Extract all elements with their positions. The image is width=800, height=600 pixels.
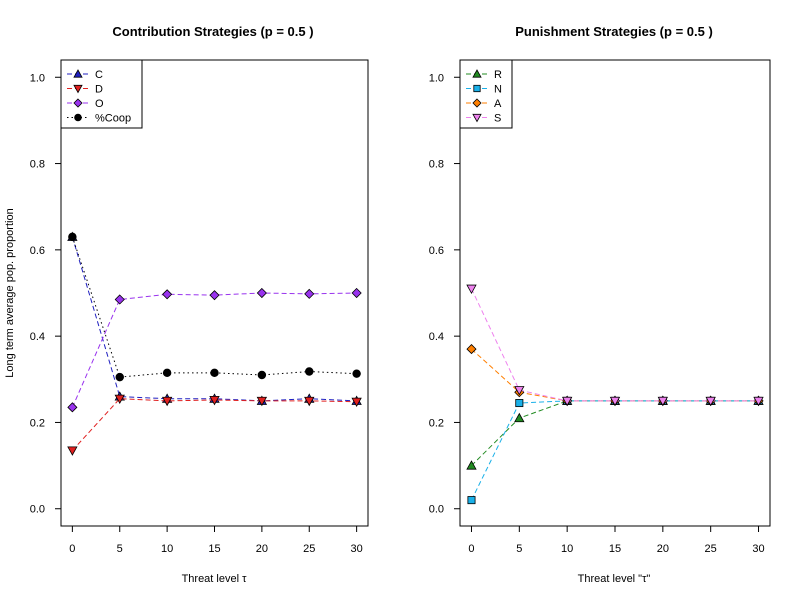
series-group (67, 231, 362, 456)
series-line-o (71, 292, 357, 408)
x-tick-label: 30 (351, 543, 363, 555)
data-point-pctcoop (162, 368, 172, 378)
data-point-o (162, 289, 173, 300)
data-point-pctcoop (68, 232, 77, 242)
series-line-pctcoop (71, 236, 357, 378)
legend-marker (73, 98, 83, 108)
x-tick-label: 5 (516, 543, 522, 555)
data-point-pctcoop (115, 372, 124, 382)
y-tick-label: 0.4 (429, 331, 444, 343)
legend-marker (472, 98, 482, 108)
x-tick-label: 25 (705, 543, 717, 555)
legend-marker (473, 84, 481, 93)
y-tick-label: 0.8 (429, 159, 444, 171)
x-tick-label: 15 (208, 543, 220, 555)
data-point-d (351, 397, 362, 408)
data-point-o (114, 294, 125, 305)
y-tick-label: 0.0 (30, 504, 45, 516)
legend-label: S (494, 113, 501, 125)
data-point-n (515, 399, 524, 408)
y-tick-label: 0.0 (429, 504, 444, 516)
data-point-r (466, 460, 477, 470)
legend-label: D (95, 84, 103, 96)
y-tick-label: 0.2 (30, 417, 45, 429)
y-axis-label: Long term average pop. proportion (4, 208, 16, 377)
legend-marker (74, 113, 82, 122)
data-point-pctcoop (210, 368, 219, 378)
series-line-r (471, 400, 759, 466)
chart-title: Contribution Strategies (p = 0.5 ) (112, 24, 313, 39)
x-axis-label: Threat level "τ" (578, 573, 651, 585)
x-tick-label: 10 (161, 543, 173, 555)
y-tick-label: 1.0 (30, 72, 45, 84)
x-tick-label: 20 (256, 543, 268, 555)
y-tick-label: 0.4 (30, 331, 45, 343)
y-tick-label: 0.6 (429, 245, 444, 257)
data-point-pctcoop (257, 370, 267, 380)
x-tick-label: 20 (657, 543, 669, 555)
data-point-o (304, 288, 315, 299)
data-point-pctcoop (352, 369, 361, 378)
x-tick-label: 25 (303, 543, 315, 555)
series-group (466, 284, 764, 505)
legend-marker (472, 69, 482, 78)
data-point-s (466, 284, 477, 295)
legend-marker (73, 69, 83, 78)
data-point-s (514, 386, 525, 396)
plot-frame (459, 59, 771, 527)
legend-marker (472, 113, 482, 123)
legend-label: A (494, 98, 502, 110)
legend-label: C (95, 69, 103, 81)
data-point-o (256, 287, 267, 299)
series-line-n (471, 400, 759, 501)
data-point-s (609, 396, 621, 407)
data-point-s (753, 396, 764, 407)
legend-label: O (95, 98, 104, 110)
data-point-o (67, 402, 78, 413)
data-point-r (514, 412, 525, 423)
data-point-pctcoop (305, 367, 314, 376)
data-point-d (114, 394, 125, 405)
x-tick-label: 10 (561, 543, 573, 555)
punishment-panel: Punishment Strategies (p = 0.5 ) Threat … (429, 24, 771, 585)
series-line-d (72, 398, 357, 451)
axis-ticks: 0 5 10 15 20 25 30 0.0 0.2 0.4 0.6 0.8 1.0 (429, 72, 765, 555)
axis-ticks: 0 5 10 15 20 25 30 0.0 0.2 0.4 0.6 0.8 1.0 (30, 72, 363, 555)
x-tick-label: 0 (468, 543, 474, 555)
legend-box (60, 59, 143, 129)
data-point-d (256, 396, 268, 407)
x-tick-label: 0 (69, 543, 75, 555)
legend-label: R (494, 69, 502, 81)
legend-marker (73, 84, 83, 94)
legend-label: %Coop (95, 113, 131, 125)
data-point-d (209, 396, 220, 406)
y-tick-label: 0.2 (429, 417, 444, 429)
x-axis-label: Threat level τ (182, 573, 248, 585)
data-point-d (304, 396, 315, 407)
contribution-panel: Contribution Strategies (p = 0.5 ) Threa… (4, 24, 369, 585)
series-line-a (471, 348, 759, 402)
data-point-s (561, 396, 573, 407)
x-tick-label: 5 (117, 543, 123, 555)
data-point-s (705, 396, 716, 407)
data-point-o (351, 287, 362, 299)
y-tick-label: 0.8 (30, 159, 45, 171)
data-point-n (467, 496, 476, 505)
data-point-o (209, 290, 220, 301)
y-tick-label: 1.0 (429, 72, 444, 84)
data-point-a (466, 344, 477, 355)
series-line-s (471, 288, 759, 402)
data-point-d (161, 396, 173, 407)
y-tick-label: 0.6 (30, 245, 45, 257)
chart-title: Punishment Strategies (p = 0.5 ) (515, 24, 713, 39)
legend-box (459, 59, 513, 129)
data-point-d (67, 446, 78, 456)
legend: CDO %Coop (60, 59, 143, 129)
x-tick-label: 15 (609, 543, 621, 555)
data-point-s (657, 396, 669, 407)
x-tick-label: 30 (752, 543, 764, 555)
legend-label: N (494, 84, 502, 96)
